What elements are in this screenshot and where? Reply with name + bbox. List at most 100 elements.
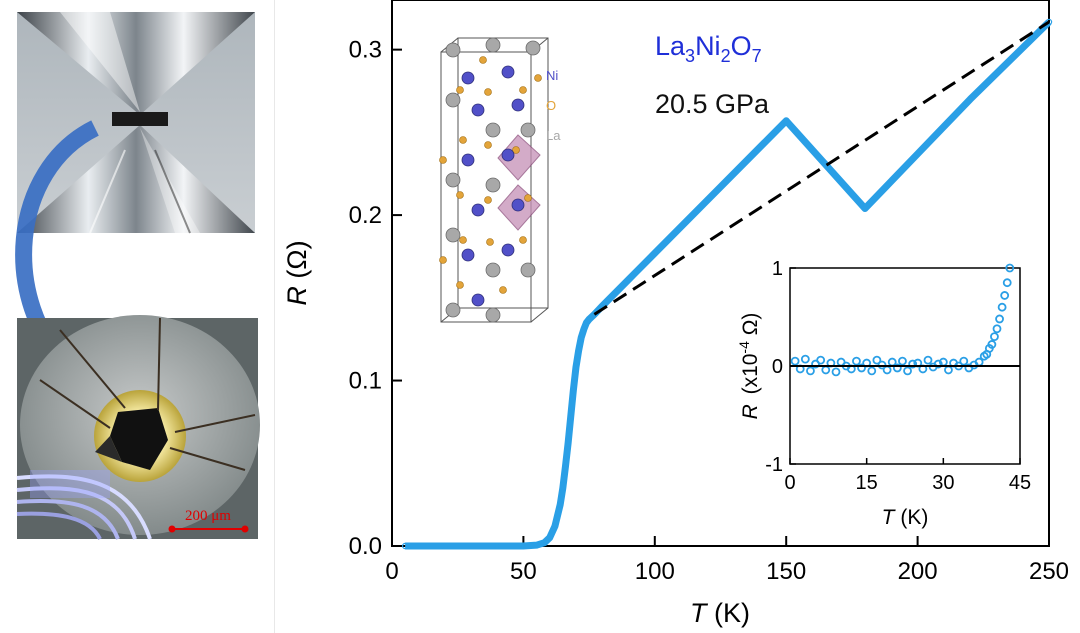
ni-atom <box>461 71 475 85</box>
resistance-data-point <box>861 205 869 212</box>
x-tick-label: 250 <box>1029 558 1069 585</box>
x-axis-unit: (K) <box>714 598 750 628</box>
y-tick-label: 0.2 <box>349 202 382 229</box>
diamond-anvil-photo <box>17 12 255 234</box>
inset-data-point <box>872 355 882 365</box>
o-atom <box>459 236 467 244</box>
resistance-data-point <box>570 387 577 394</box>
inset-y-exp: -4 <box>736 341 752 354</box>
inset-data-point <box>959 356 969 366</box>
la-atom <box>520 262 536 278</box>
resistance-data-point <box>562 463 569 470</box>
la-atom <box>520 122 536 138</box>
inset-x-unit: (K) <box>900 506 928 529</box>
crystal-structure-illustration <box>439 37 549 323</box>
ni-atom <box>471 203 485 217</box>
resistance-data-point <box>556 501 564 508</box>
o-atom <box>439 156 447 164</box>
inset-data-point <box>997 302 1007 312</box>
resistance-data-point <box>567 413 574 421</box>
la-atom <box>525 40 541 56</box>
ni-atom <box>501 243 515 257</box>
structure-legend: Ni O La <box>546 68 561 143</box>
resistance-data-point <box>914 150 921 158</box>
inset-data-point <box>1005 263 1015 273</box>
main-series <box>401 18 1053 550</box>
y-axis-unit: (Ω) <box>282 240 312 278</box>
inset-data-point <box>816 355 826 365</box>
resistance-data-point <box>546 534 553 541</box>
resistance-data-point <box>520 542 527 550</box>
resistance-data-point <box>575 347 582 354</box>
compound-part: Ni <box>695 31 721 61</box>
y-tick-label: 0.0 <box>349 533 382 560</box>
scale-bar-label: 200 μm <box>185 508 231 524</box>
x-axis-title: T (K) <box>690 598 750 628</box>
compound-sub: 2 <box>721 46 731 66</box>
resistance-data-point <box>551 522 559 530</box>
inset-data-point <box>990 332 999 342</box>
legend-o: O <box>546 98 556 113</box>
compound-sub: 7 <box>752 46 762 66</box>
legend-la: La <box>546 128 561 143</box>
inset-data-point <box>790 356 800 366</box>
compound-label: La3Ni2O7 <box>655 31 762 66</box>
inset-x-axis-title: T (K) <box>882 506 929 529</box>
o-atom <box>524 194 532 202</box>
photo-panel: 200 μm <box>15 12 260 540</box>
la-atom <box>485 307 501 323</box>
inset-y-tick-label: 0 <box>772 356 783 378</box>
x-tick-label: 200 <box>898 558 938 585</box>
o-atom <box>479 56 487 64</box>
x-tick-label: 0 <box>385 558 398 585</box>
inset-data-point <box>1002 278 1012 288</box>
x-axis-var: T <box>690 598 709 628</box>
inset-x-tick-label: 15 <box>856 472 878 494</box>
inset-data-point <box>908 359 918 369</box>
o-atom <box>456 191 464 199</box>
resistance-data-point <box>580 326 588 333</box>
legend-ni: Ni <box>546 68 558 83</box>
inset-data-point <box>995 314 1004 324</box>
o-atom <box>534 74 542 82</box>
sample-chamber-photo <box>16 315 260 540</box>
inset-data-point <box>992 324 1002 334</box>
y-axis-title: R (Ω) <box>282 240 312 305</box>
inset-y-axis-title: R (x10-4 Ω) <box>736 313 762 420</box>
inset-data-point <box>933 359 943 369</box>
o-atom <box>459 136 467 144</box>
ni-atom <box>461 248 475 262</box>
ni-atom <box>511 198 525 212</box>
la-atom <box>445 42 461 58</box>
x-tick-label: 50 <box>510 558 537 585</box>
linear-fit-line <box>593 20 1050 316</box>
o-atom <box>484 196 492 204</box>
resistance-data-point <box>625 276 632 283</box>
inset-data-point <box>857 363 866 373</box>
o-atom <box>519 86 527 94</box>
inset-y-tick-label: 1 <box>772 258 783 280</box>
inset-data-point <box>867 366 877 376</box>
compound-part: O <box>731 31 752 61</box>
inset-x-var: T <box>882 506 897 529</box>
ni-atom <box>461 153 475 167</box>
o-atom <box>456 281 464 289</box>
inset-x-tick-label: 30 <box>932 472 954 494</box>
resistance-data-point <box>559 484 567 492</box>
la-atom <box>445 172 461 188</box>
o-atom <box>512 146 520 154</box>
ni-atom <box>471 103 485 117</box>
inset-data-point <box>987 340 997 349</box>
ni-atom <box>511 98 525 112</box>
o-atom <box>456 86 464 94</box>
la-atom <box>445 227 461 243</box>
inset-data-point <box>800 354 810 364</box>
resistance-data-point <box>966 96 974 103</box>
y-axis-var: R <box>282 286 312 306</box>
resistance-data-point <box>578 334 585 341</box>
o-atom <box>484 88 492 96</box>
resistance-data-point <box>564 440 572 447</box>
resistance-data-point <box>533 541 540 549</box>
